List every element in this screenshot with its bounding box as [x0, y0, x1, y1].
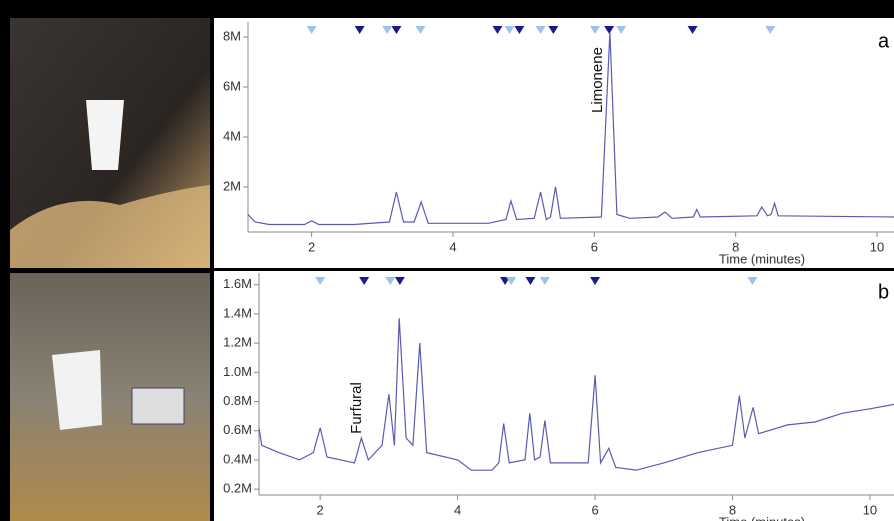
annotation: Limonene — [589, 47, 606, 113]
peak-marker — [765, 26, 776, 34]
y-tick-label: 0.2M — [223, 481, 252, 496]
x-tick-label: 2 — [308, 239, 315, 254]
annotation: Furfural — [348, 382, 365, 434]
trace — [258, 318, 894, 471]
peak-marker — [514, 26, 525, 34]
peak-marker — [590, 26, 601, 34]
peak-marker — [504, 26, 515, 34]
y-tick-label: 0.6M — [223, 422, 252, 437]
peak-marker — [548, 26, 559, 34]
y-tick-label: 8M — [223, 28, 241, 43]
peak-marker — [506, 277, 517, 285]
peak-marker — [525, 277, 536, 285]
peak-marker — [590, 277, 601, 285]
x-tick-label: 4 — [454, 502, 461, 517]
x-tick-label: 4 — [449, 239, 456, 254]
timer — [131, 387, 185, 425]
peak-marker — [687, 26, 698, 34]
x-axis-label: Time (minutes) — [719, 251, 805, 266]
photo-detail — [10, 185, 210, 268]
peak-marker — [492, 26, 503, 34]
trace — [247, 31, 894, 226]
x-tick-label: 10 — [870, 239, 884, 254]
peak-marker — [535, 26, 546, 34]
peak-marker — [747, 277, 758, 285]
peak-marker — [604, 26, 615, 34]
x-tick-label: 6 — [591, 239, 598, 254]
peak-marker — [359, 277, 370, 285]
cup — [86, 100, 124, 170]
y-tick-label: 6M — [223, 78, 241, 93]
x-tick-label: 6 — [591, 502, 598, 517]
peak-marker — [306, 26, 317, 34]
y-tick-label: 0.8M — [223, 393, 252, 408]
x-tick-label: 10 — [863, 502, 877, 517]
panel-label: a — [878, 30, 890, 52]
peak-marker — [415, 26, 426, 34]
peak-marker — [315, 277, 326, 285]
y-tick-label: 1.6M — [223, 276, 252, 291]
x-tick-label: 8 — [732, 239, 739, 254]
peak-marker — [391, 26, 402, 34]
panel-label: b — [878, 281, 889, 303]
y-tick-label: 0.4M — [223, 451, 252, 466]
y-tick-label: 2M — [223, 178, 241, 193]
y-tick-label: 1.2M — [223, 335, 252, 350]
peak-marker — [382, 26, 393, 34]
x-tick-label: 8 — [729, 502, 736, 517]
panel — [214, 18, 894, 268]
y-tick-label: 4M — [223, 128, 241, 143]
peak-marker — [394, 277, 405, 285]
peak-marker — [616, 26, 627, 34]
panel — [214, 271, 894, 521]
x-axis-label: Time (minutes) — [719, 514, 805, 521]
y-tick-label: 1.0M — [223, 364, 252, 379]
peak-marker — [354, 26, 365, 34]
x-tick-label: 2 — [317, 502, 324, 517]
y-tick-label: 1.4M — [223, 305, 252, 320]
peak-marker — [539, 277, 550, 285]
peak-marker — [385, 277, 396, 285]
cup — [52, 350, 102, 430]
